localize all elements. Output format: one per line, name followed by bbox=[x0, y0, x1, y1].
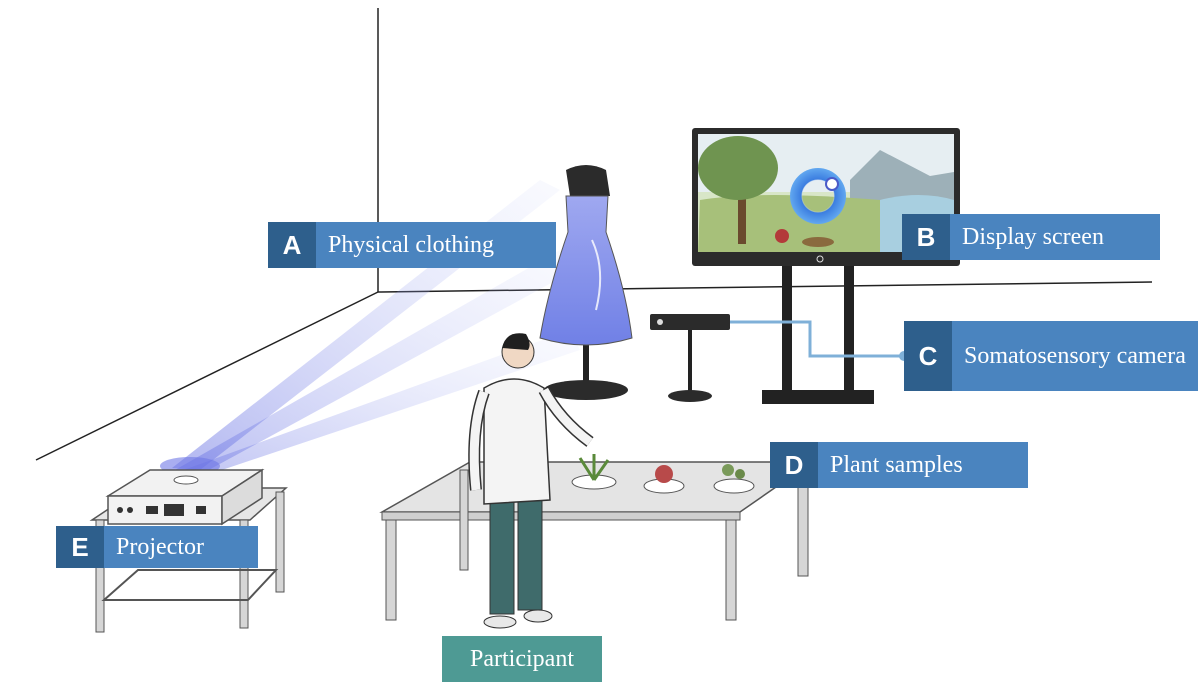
label-text-plant-samples: Plant samples bbox=[818, 442, 1028, 488]
label-text-somatosensory-camera: Somatosensory camera bbox=[952, 321, 1198, 391]
label-projector: E Projector bbox=[56, 526, 258, 568]
label-letter-d: D bbox=[770, 442, 818, 488]
plant-samples bbox=[571, 454, 755, 494]
label-somatosensory-camera: C Somatosensory camera bbox=[904, 321, 1198, 391]
label-display-screen: B Display screen bbox=[902, 214, 1160, 260]
label-letter-a: A bbox=[268, 222, 316, 268]
label-text-projector: Projector bbox=[104, 526, 258, 568]
label-letter-c: C bbox=[904, 321, 952, 391]
label-letter-b: B bbox=[902, 214, 950, 260]
label-plant-samples: D Plant samples bbox=[770, 442, 1028, 488]
label-text-physical-clothing: Physical clothing bbox=[316, 222, 556, 268]
projector-device bbox=[89, 468, 288, 633]
label-participant: Participant bbox=[442, 636, 602, 682]
somatosensory-camera bbox=[650, 314, 730, 402]
mannequin-dress bbox=[539, 165, 633, 400]
camera-connector-line bbox=[730, 320, 904, 358]
participant-figure bbox=[468, 333, 594, 629]
label-physical-clothing: A Physical clothing bbox=[268, 222, 556, 268]
label-text-display-screen: Display screen bbox=[950, 214, 1160, 260]
label-letter-e: E bbox=[56, 526, 104, 568]
